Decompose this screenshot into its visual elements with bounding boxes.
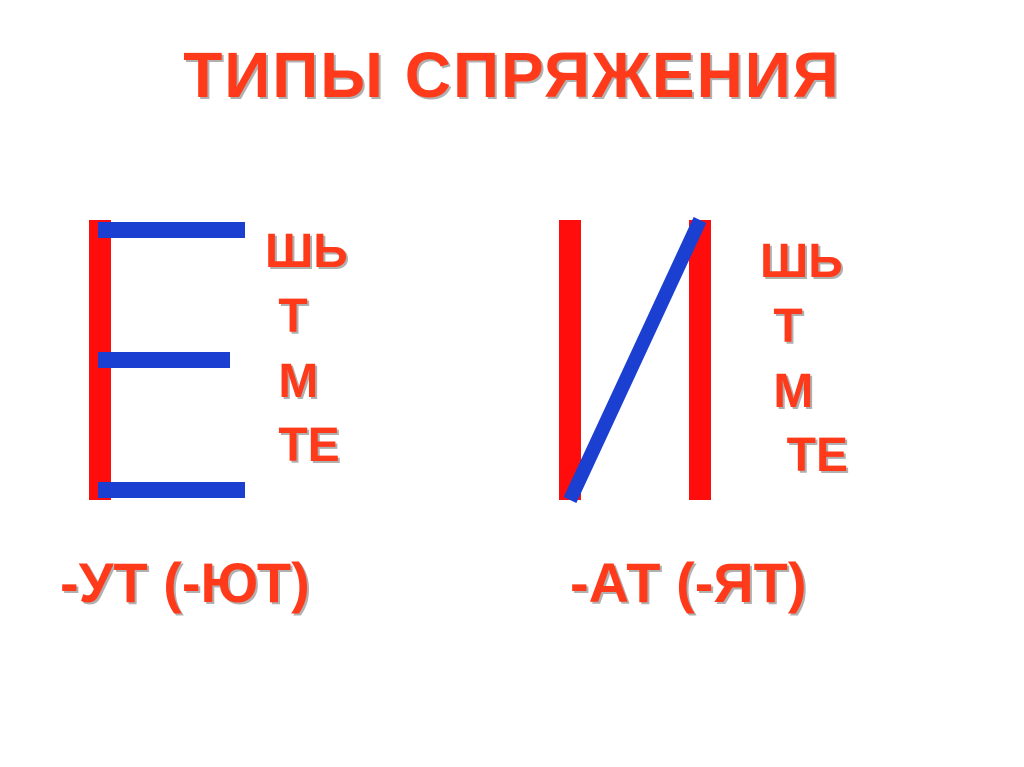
ending-item: Т [760, 295, 848, 360]
ending-item: М [760, 360, 848, 425]
endings-list-i: ШЬ Т М ТЕ [760, 230, 848, 489]
ending-item: ШЬ [760, 230, 848, 295]
conjugation-group-i: ШЬ Т М ТЕ -АТ (-ЯТ) [530, 200, 990, 700]
ending-item: Т [265, 285, 348, 350]
ending-item: М [265, 350, 348, 415]
conjugation-group-e: ШЬ Т М ТЕ -УТ (-ЮТ) [60, 200, 520, 700]
ending-item: ТЕ [760, 424, 848, 489]
slide: ТИПЫ СПРЯЖЕНИЯ ШЬ Т М ТЕ -УТ (-ЮТ) ШЬ Т … [0, 0, 1024, 767]
slide-title: ТИПЫ СПРЯЖЕНИЯ [0, 38, 1024, 112]
ending-item: ШЬ [265, 220, 348, 285]
plural-ending-e: -УТ (-ЮТ) [60, 550, 310, 615]
letter-i-glyph [540, 210, 730, 510]
plural-ending-i: -АТ (-ЯТ) [570, 550, 806, 615]
letter-e-glyph [70, 210, 260, 510]
ending-item: ТЕ [265, 414, 348, 479]
endings-list-e: ШЬ Т М ТЕ [265, 220, 348, 479]
